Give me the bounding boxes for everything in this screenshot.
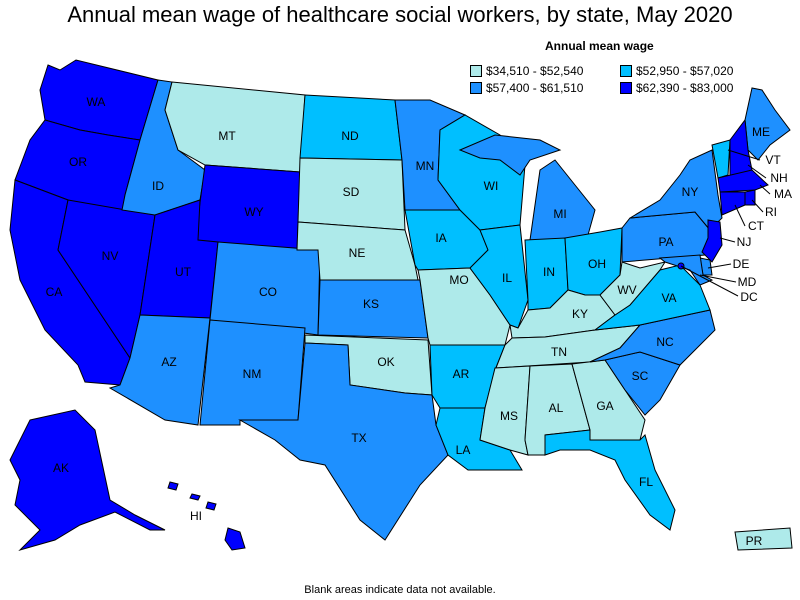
state-me[interactable] (744, 87, 791, 161)
state-fl[interactable] (544, 429, 676, 531)
state-label-ak: AK (53, 461, 69, 475)
state-label-fl: FL (639, 475, 653, 489)
state-label-az: AZ (161, 355, 176, 369)
legend-label: $57,400 - $61,510 (486, 81, 584, 95)
state-label-id: ID (152, 179, 164, 193)
state-label-oh: OH (588, 257, 606, 271)
state-label-wa: WA (87, 95, 106, 109)
state-label-nd: ND (341, 129, 359, 143)
state-label-pr: PR (746, 534, 763, 548)
state-label-nv: NV (102, 249, 119, 263)
state-nh[interactable] (729, 118, 753, 179)
state-label-ms: MS (500, 409, 518, 423)
state-label-al: AL (549, 401, 564, 415)
legend-label: $34,510 - $52,540 (486, 64, 584, 78)
state-label-ma: MA (774, 187, 792, 201)
state-label-hi: HI (190, 509, 202, 523)
state-label-nm: NM (243, 367, 262, 381)
state-label-il: IL (502, 271, 512, 285)
state-label-mo: MO (449, 273, 468, 287)
legend-item-tier-2: $52,950 - $57,020 (620, 64, 733, 78)
state-label-ca: CA (46, 285, 63, 299)
state-hi[interactable] (224, 527, 246, 551)
legend-title: Annual mean wage (545, 39, 654, 53)
state-label-mt: MT (218, 129, 236, 143)
state-label-ia: IA (435, 231, 446, 245)
state-mi[interactable] (458, 134, 562, 176)
state-label-ar: AR (453, 367, 470, 381)
state-label-nh: NH (770, 171, 787, 185)
state-label-ne: NE (349, 246, 366, 260)
state-label-ks: KS (363, 297, 379, 311)
state-label-tn: TN (551, 345, 567, 359)
state-label-tx: TX (351, 431, 366, 445)
state-label-ct: CT (748, 219, 765, 233)
state-label-mn: MN (416, 159, 435, 173)
state-label-ny: NY (682, 185, 699, 199)
map-title: Annual mean wage of healthcare social wo… (67, 2, 733, 27)
state-label-la: LA (456, 443, 471, 457)
legend-swatch (620, 82, 632, 94)
state-label-vt: VT (765, 153, 781, 167)
state-label-va: VA (661, 291, 676, 305)
state-ma[interactable] (717, 169, 769, 193)
legend-label: $62,390 - $83,000 (636, 81, 734, 95)
state-label-ky: KY (572, 307, 588, 321)
legend-swatch (620, 65, 632, 77)
state-pr[interactable] (734, 527, 793, 551)
state-label-sc: SC (632, 369, 649, 383)
state-tx[interactable] (238, 342, 449, 541)
state-label-wv: WV (617, 283, 636, 297)
state-label-nc: NC (656, 335, 674, 349)
legend-label: $52,950 - $57,020 (636, 64, 734, 78)
legend-swatch (470, 65, 482, 77)
state-vt[interactable] (711, 139, 731, 179)
state-label-or: OR (69, 155, 87, 169)
legend-item-tier-1: $34,510 - $52,540 (470, 64, 583, 78)
state-hi-islands[interactable] (167, 481, 217, 511)
state-label-ut: UT (175, 265, 192, 279)
state-label-wi: WI (484, 179, 499, 193)
legend-item-tier-4: $62,390 - $83,000 (620, 81, 733, 95)
state-label-pa: PA (658, 235, 673, 249)
legend-item-tier-3: $57,400 - $61,510 (470, 81, 583, 95)
state-ri[interactable] (744, 189, 756, 206)
legend-swatch (470, 82, 482, 94)
state-nj[interactable] (701, 219, 723, 263)
state-md[interactable] (658, 254, 714, 286)
state-label-ok: OK (377, 355, 394, 369)
state-nd[interactable] (299, 94, 403, 161)
state-label-de: DE (733, 257, 750, 271)
footer-note: Blank areas indicate data not available. (304, 584, 496, 596)
state-ny[interactable] (629, 149, 723, 231)
state-ak[interactable] (9, 409, 166, 552)
state-label-mi: MI (553, 207, 566, 221)
state-label-me: ME (752, 125, 770, 139)
state-label-md: MD (738, 275, 757, 289)
state-label-co: CO (259, 285, 277, 299)
state-mi-lower[interactable] (529, 159, 596, 241)
label-leader-lines (680, 149, 771, 297)
state-label-sd: SD (343, 185, 360, 199)
state-label-ga: GA (596, 399, 613, 413)
state-label-ri: RI (765, 205, 777, 219)
state-label-wy: WY (244, 205, 263, 219)
state-label-nj: NJ (737, 235, 752, 249)
state-label-dc: DC (740, 290, 758, 304)
state-ct[interactable] (719, 191, 746, 216)
state-label-in: IN (543, 265, 555, 279)
state-labels: WA OR CA NV ID MT WY UT AZ CO NM ND SD N… (46, 95, 792, 548)
